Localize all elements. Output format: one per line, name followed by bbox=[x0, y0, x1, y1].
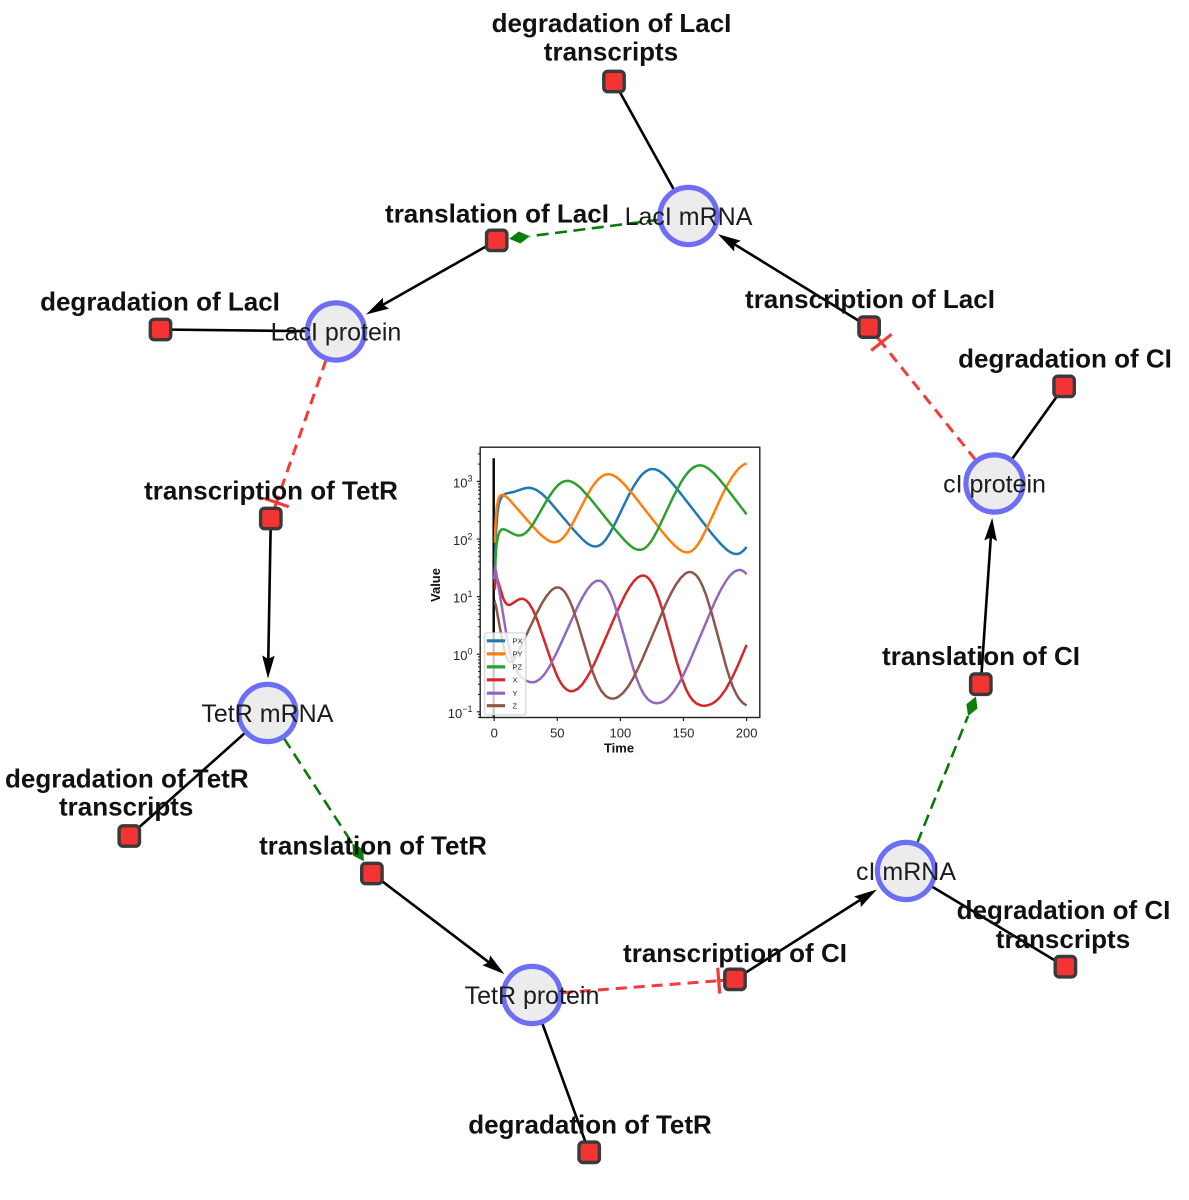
svg-text:Y: Y bbox=[513, 689, 518, 698]
svg-text:translation of LacI: translation of LacI bbox=[385, 198, 609, 228]
svg-text:degradation of LacI: degradation of LacI bbox=[40, 287, 280, 317]
svg-text:50: 50 bbox=[550, 726, 564, 741]
svg-text:degradation of TetR: degradation of TetR bbox=[468, 1109, 712, 1139]
svg-text:LacI protein: LacI protein bbox=[271, 319, 402, 347]
svg-text:PX: PX bbox=[513, 637, 523, 646]
svg-text:100: 100 bbox=[610, 726, 632, 741]
svg-text:translation of TetR: translation of TetR bbox=[259, 831, 487, 861]
svg-text:TetR mRNA: TetR mRNA bbox=[201, 700, 333, 728]
svg-text:degradation of TetR: degradation of TetR bbox=[5, 763, 249, 793]
svg-text:translation of CI: translation of CI bbox=[882, 641, 1080, 671]
svg-text:cI mRNA: cI mRNA bbox=[856, 858, 956, 886]
svg-text:transcripts: transcripts bbox=[996, 924, 1130, 954]
svg-text:Time: Time bbox=[604, 740, 634, 755]
svg-text:Value: Value bbox=[428, 568, 443, 602]
svg-text:PZ: PZ bbox=[513, 663, 523, 672]
svg-text:transcription of CI: transcription of CI bbox=[623, 938, 847, 968]
svg-text:degradation of LacI: degradation of LacI bbox=[492, 8, 732, 38]
svg-text:LacI mRNA: LacI mRNA bbox=[625, 203, 753, 231]
svg-text:150: 150 bbox=[673, 726, 695, 741]
svg-text:0: 0 bbox=[491, 726, 498, 741]
svg-text:transcripts: transcripts bbox=[544, 37, 678, 67]
svg-text:TetR protein: TetR protein bbox=[465, 982, 600, 1010]
svg-text:transcripts: transcripts bbox=[59, 792, 193, 822]
svg-text:103: 103 bbox=[453, 474, 472, 491]
svg-text:102: 102 bbox=[453, 531, 472, 548]
svg-text:cI protein: cI protein bbox=[943, 471, 1046, 499]
svg-text:degradation of CI: degradation of CI bbox=[957, 895, 1171, 925]
svg-text:degradation of CI: degradation of CI bbox=[958, 343, 1172, 373]
svg-text:Z: Z bbox=[513, 701, 518, 710]
svg-text:transcription of TetR: transcription of TetR bbox=[144, 476, 398, 506]
svg-text:200: 200 bbox=[736, 726, 758, 741]
svg-text:transcription of LacI: transcription of LacI bbox=[745, 284, 995, 314]
svg-text:X: X bbox=[513, 676, 518, 685]
svg-text:101: 101 bbox=[453, 589, 472, 606]
svg-text:PY: PY bbox=[513, 650, 523, 659]
svg-text:10−1: 10−1 bbox=[448, 704, 473, 721]
svg-text:100: 100 bbox=[453, 647, 472, 664]
